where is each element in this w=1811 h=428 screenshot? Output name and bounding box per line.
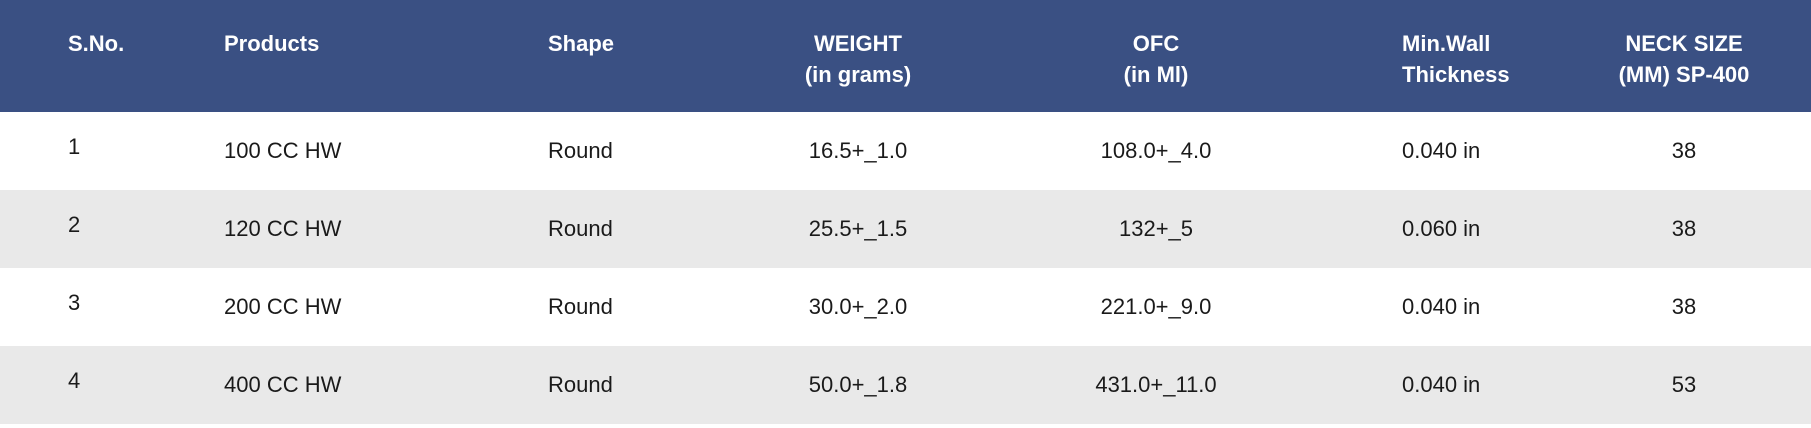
table-cell: 1 xyxy=(68,134,81,159)
header-text: (MM) SP-400 xyxy=(1618,62,1750,87)
table-cell: 221.0+_9.0 xyxy=(1100,294,1212,319)
table-row: 2 120 CC HW Round 25.5+_1.5 132+_5 0.060 in 38 xyxy=(0,190,1811,268)
table-cell: 0.040 in xyxy=(1402,138,1481,163)
header-cell: OFC (in Ml) xyxy=(1124,0,1189,112)
header-text: Products xyxy=(224,31,320,56)
table-row: 4 400 CC HW Round 50.0+_1.8 431.0+_11.0 0.040… xyxy=(0,346,1811,424)
table-cell: Round xyxy=(548,372,613,397)
header-text: OFC xyxy=(1132,31,1180,56)
table-cell: 4 xyxy=(68,368,81,393)
table-cell: 38 xyxy=(1671,216,1697,241)
table-row: 1 100 CC HW Round 16.5+_1.0 108.0+_4.0 0.040 … xyxy=(0,112,1811,190)
table-cell: 431.0+_11.0 xyxy=(1095,372,1217,397)
header-cell: WEIGHT (in grams) xyxy=(805,0,911,112)
header-text: (in grams) xyxy=(804,62,912,87)
header-cell: NECK SIZE (MM) SP-400 xyxy=(1619,0,1750,112)
header-text: WEIGHT xyxy=(813,31,902,56)
header-text: NECK SIZE xyxy=(1625,31,1743,56)
header-text: Shape xyxy=(548,31,615,56)
table-cell: 0.060 in xyxy=(1402,216,1481,241)
table-cell: 3 xyxy=(68,290,81,315)
table-cell: 25.5+_1.5 xyxy=(808,216,908,241)
table-cell: 38 xyxy=(1671,294,1697,319)
header-text: Min.Wall xyxy=(1402,31,1491,56)
table-cell: Round xyxy=(548,216,613,241)
header-cell: Products xyxy=(224,0,319,112)
table-cell: 0.040 in xyxy=(1402,372,1481,397)
table-cell: 132+_5 xyxy=(1118,216,1194,241)
header-text: S.No. xyxy=(68,31,125,56)
table-cell: 200 CC HW xyxy=(224,294,342,319)
table-cell: Round xyxy=(548,138,613,163)
table-cell: 2 xyxy=(68,212,81,237)
header-cell: S.No. xyxy=(68,0,124,112)
table-cell: 0.040 in xyxy=(1402,294,1481,319)
header-text: (in Ml) xyxy=(1123,62,1189,87)
table-cell: 53 xyxy=(1671,372,1697,397)
table-cell: 30.0+_2.0 xyxy=(808,294,908,319)
table-row: 3 200 CC HW Round 30.0+_2.0 221.0+_9.0 0.040 … xyxy=(0,268,1811,346)
header-cell: Min.Wall Thickness xyxy=(1402,0,1510,112)
table-cell: 108.0+_4.0 xyxy=(1100,138,1212,163)
table-cell: 38 xyxy=(1671,138,1697,163)
table-cell: 400 CC HW xyxy=(224,372,342,397)
table-cell: 16.5+_1.0 xyxy=(808,138,908,163)
table-cell: Round xyxy=(548,294,613,319)
header-cell: Shape xyxy=(548,0,614,112)
table-cell: 100 CC HW xyxy=(224,138,342,163)
table-cell: 120 CC HW xyxy=(224,216,342,241)
header-text: Thickness xyxy=(1402,62,1510,87)
table-cell: 50.0+_1.8 xyxy=(808,372,908,397)
header-row: S.No. Products Shape WEIGHT (in grams) OFC (in… xyxy=(0,0,1811,112)
